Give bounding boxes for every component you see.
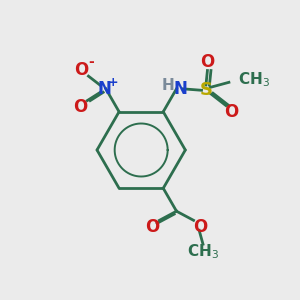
Text: S: S — [200, 81, 212, 99]
Text: H: H — [162, 78, 175, 93]
Text: O: O — [145, 218, 160, 236]
Text: +: + — [107, 76, 118, 89]
Text: O: O — [194, 218, 208, 236]
Text: O: O — [73, 98, 87, 116]
Text: CH$_3$: CH$_3$ — [238, 70, 270, 89]
Text: CH$_3$: CH$_3$ — [187, 242, 219, 261]
Text: O: O — [224, 103, 239, 121]
Text: N: N — [98, 80, 111, 98]
Text: O: O — [200, 53, 214, 71]
Text: N: N — [173, 80, 187, 98]
Text: -: - — [88, 55, 94, 69]
Text: O: O — [74, 61, 88, 79]
